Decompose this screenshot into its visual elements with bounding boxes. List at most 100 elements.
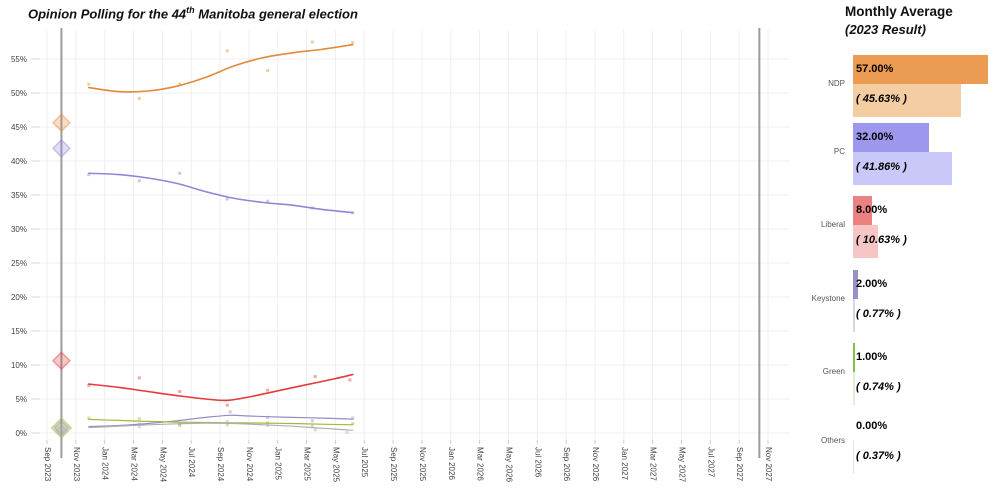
trend-line-liberal (88, 373, 354, 402)
party-label: Liberal (820, 220, 845, 229)
poll-point-ndp (310, 40, 314, 44)
x-axis-label: Sep 2023 (43, 447, 52, 482)
party-label: PC (833, 147, 845, 156)
x-axis-label: Sep 2027 (735, 447, 744, 482)
result-2023-value: ( 0.77% ) (856, 308, 901, 320)
x-axis-label: Mar 2027 (649, 447, 658, 481)
poll-point-green (225, 423, 229, 427)
poll-point-pc (266, 199, 270, 203)
y-axis-label: 10% (11, 361, 27, 370)
poll-point-liberal (137, 376, 141, 380)
x-axis-label: Jul 2024 (187, 447, 196, 478)
monthly-average-value: 1.00% (856, 351, 888, 363)
poll-point-liberal (178, 390, 182, 394)
result-2023-value: ( 45.63% ) (856, 93, 907, 105)
poll-point-keystone (266, 415, 270, 419)
y-axis-label: 45% (11, 123, 27, 132)
poll-point-green (351, 421, 355, 425)
poll-point-liberal (348, 378, 352, 382)
x-axis-label: Mar 2026 (476, 447, 485, 481)
result-2023-diamond-pc (51, 138, 71, 158)
page-title: Opinion Polling for the 44th Manitoba ge… (28, 5, 358, 21)
result-2023-value: ( 10.63% ) (856, 234, 907, 246)
y-axis-label: 25% (11, 259, 27, 268)
party-label: Others (820, 436, 845, 445)
x-axis-label: Jan 2024 (101, 447, 110, 480)
poll-point-pc (87, 173, 91, 177)
y-axis-label: 50% (11, 89, 27, 98)
poll-point-liberal (225, 403, 229, 407)
result-2023-diamond-ndp (51, 113, 71, 133)
result-2023-diamond-green (50, 417, 73, 439)
x-axis-label: May 2027 (677, 447, 686, 483)
result-2023-bar (853, 225, 879, 258)
x-axis-label: Nov 2024 (245, 447, 254, 482)
result-2023-value: ( 0.74% ) (856, 381, 901, 393)
x-axis-label: Jul 2027 (706, 447, 715, 478)
poll-point-ndp (87, 82, 91, 86)
x-axis-label: Nov 2023 (72, 447, 81, 482)
result-2023-value: ( 41.86% ) (856, 161, 907, 173)
poll-point-green (137, 417, 141, 421)
y-axis-label: 20% (11, 293, 27, 302)
poll-point-ndp (266, 69, 270, 73)
x-axis-label: Sep 2024 (216, 447, 225, 482)
poll-point-green (310, 424, 314, 428)
y-axis-label: 0% (15, 429, 27, 438)
x-axis-label: Mar 2024 (130, 447, 139, 481)
title-suffix: Manitoba general election (194, 6, 358, 22)
poll-point-keystone (228, 410, 232, 414)
poll-point-pc (225, 197, 229, 201)
trend-line-keystone (88, 414, 354, 428)
poll-point-ndp (178, 82, 182, 86)
x-axis-label: May 2026 (504, 447, 513, 483)
poll-point-liberal (266, 388, 270, 392)
poll-point-others (345, 430, 349, 434)
x-axis-label: Jan 2025 (274, 447, 283, 480)
polling-trend-chart: 0% 5% 10% 15% 20% 25% 30% 35% 40% 45% 50% 55% Sep 20… (11, 28, 790, 483)
monthly-average-value: 57.00% (856, 63, 894, 75)
x-axis-label: Nov 2026 (591, 447, 600, 482)
poll-point-pc (310, 206, 314, 210)
party-label: NDP (828, 79, 845, 88)
x-axis-label: Nov 2027 (764, 447, 773, 482)
poll-point-green (266, 421, 270, 425)
monthly-average-bar (853, 270, 858, 299)
y-axis-label: 55% (11, 55, 27, 64)
monthly-average-bar (853, 55, 988, 84)
poll-point-green (178, 424, 182, 428)
poll-point-keystone (310, 419, 314, 423)
x-axis-label: Nov 2025 (418, 447, 427, 482)
poll-point-others (266, 424, 270, 428)
poll-point-ndp (137, 96, 141, 100)
result-2023-bar (853, 152, 953, 185)
title-prefix: Opinion Polling for the 44 (28, 6, 187, 22)
poll-point-others (313, 428, 317, 432)
x-axis-label: May 2024 (158, 447, 167, 483)
monthly-average-value: 0.00% (856, 420, 888, 432)
poll-point-liberal (87, 383, 91, 387)
result-2023-diamond-keystone (53, 419, 70, 436)
result-2023-bar (853, 299, 855, 332)
y-axis-label: 40% (11, 157, 27, 166)
trend-line-others (88, 422, 354, 431)
monthly-average-value: 2.00% (856, 278, 888, 290)
poll-point-pc (351, 211, 355, 215)
monthly-average-value: 8.00% (856, 204, 888, 216)
poll-point-keystone (351, 416, 355, 420)
x-axis-label: Jan 2027 (620, 447, 629, 480)
x-axis-label: Jan 2026 (447, 447, 456, 480)
monthly-average-title: Monthly Average (845, 4, 953, 19)
party-label: Green (822, 367, 845, 376)
poll-point-pc (178, 171, 182, 175)
x-axis-label: Mar 2025 (303, 447, 312, 481)
poll-point-others (225, 419, 229, 423)
poll-point-others (178, 422, 182, 426)
result-2023-diamond-others (54, 423, 69, 438)
x-axis-label: Jul 2025 (360, 447, 369, 478)
result-2023-diamond-liberal (51, 351, 71, 371)
result-2023-bar (853, 372, 855, 405)
y-axis-label: 35% (11, 191, 27, 200)
y-axis-label: 5% (15, 395, 27, 404)
trend-line-pc (88, 172, 354, 214)
